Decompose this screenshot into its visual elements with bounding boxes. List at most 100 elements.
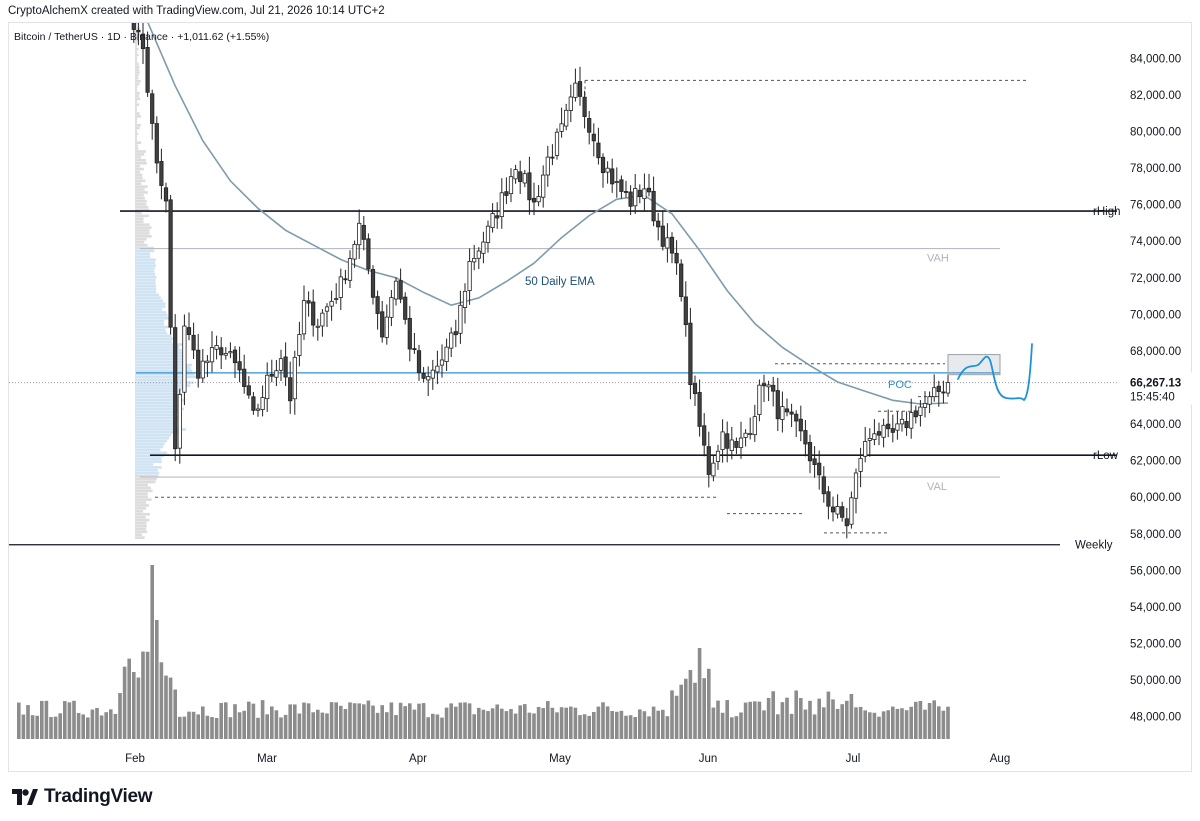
candle-body [628, 191, 633, 207]
candle-body [219, 347, 224, 356]
volume-bar [927, 703, 932, 739]
volume-bar [536, 706, 541, 739]
volume-bar [854, 707, 858, 739]
candle-body [545, 156, 550, 176]
volume-profile-bar [135, 504, 149, 507]
candle-body [807, 442, 813, 462]
volume-profile-bar [135, 188, 145, 191]
candle-body [895, 423, 900, 431]
volume-bar [895, 708, 900, 739]
volume-bar [72, 700, 76, 739]
volume-profile-bar [135, 296, 161, 300]
candle-body [128, 0, 131, 15]
volume-bar [348, 702, 352, 739]
volume-profile-bar [135, 255, 150, 259]
candle-body [449, 332, 454, 349]
candle-body [430, 369, 435, 379]
candle-body [610, 168, 615, 185]
volume-bar [270, 706, 274, 739]
volume-profile-bar [135, 264, 156, 267]
volume-profile-bar [135, 141, 142, 145]
volume-bar [122, 666, 127, 739]
candle-body [692, 383, 698, 395]
candle-body [255, 408, 261, 411]
countdown-label: 15:45:40 [1130, 392, 1175, 404]
volume-profile-bar [135, 439, 167, 443]
volume-profile-bar [135, 354, 183, 358]
candle-body [876, 431, 882, 436]
candle-body [596, 142, 601, 159]
candle-body [173, 327, 178, 450]
ema-label: 50 Daily EMA [525, 276, 595, 288]
candle-body [945, 382, 951, 394]
candle-body [495, 215, 500, 219]
volume-bar [371, 705, 375, 739]
candle-body [637, 189, 642, 197]
volume-profile-bar [135, 150, 147, 153]
candle-body [499, 192, 504, 217]
volume-bar [141, 651, 145, 739]
candle-body [775, 390, 780, 420]
volume-bar [780, 702, 785, 739]
x-axis-month-label: May [549, 753, 571, 765]
volume-bar [444, 707, 449, 739]
volume-bar [923, 709, 927, 739]
volume-bar [914, 701, 918, 739]
volume-profile-bar [135, 433, 172, 437]
volume-profile-bar [135, 469, 158, 472]
y-axis-tick-label: 64,000.00 [1130, 419, 1181, 431]
volume-profile-bar [135, 71, 140, 74]
volume-profile-bar [135, 290, 157, 294]
volume-bar [449, 703, 453, 739]
y-axis-tick-label: 84,000.00 [1130, 53, 1181, 65]
y-axis-tick-label: 68,000.00 [1130, 346, 1181, 358]
candle-body [242, 368, 247, 387]
price-chart[interactable]: 50 Daily EMA VAH POC VAL 84,000.00 82,000.00… [0, 0, 1200, 772]
volume-profile-bar [135, 442, 165, 446]
level-axis-label-rhigh: rHigh [1093, 206, 1120, 218]
candle-body [913, 410, 918, 418]
volume-profile-bar [135, 205, 149, 209]
volume-profile-bar [135, 158, 146, 162]
current-price-badge [1122, 372, 1192, 405]
y-axis-tick-label: 52,000.00 [1130, 638, 1181, 650]
candle-body [370, 269, 376, 298]
candle-body [623, 191, 629, 193]
volume-profile-bar [135, 337, 174, 341]
x-axis-month-label: Mar [257, 753, 277, 765]
volume-bar [716, 700, 720, 739]
volume-bar [242, 710, 246, 739]
volume-profile-bar [135, 77, 139, 80]
volume-profile-bar [135, 16, 140, 19]
volume-bar [385, 712, 389, 739]
level-axis-label-rlow: rLow [1093, 450, 1119, 462]
volume-profile-bar [135, 518, 150, 522]
candle-body [564, 109, 569, 127]
volume-bar [274, 710, 279, 739]
volume-profile-bar [135, 167, 144, 171]
volume-profile-bar [135, 498, 152, 501]
volume-bar [431, 713, 435, 739]
candle-body [191, 334, 196, 351]
candle-body [131, 23, 136, 30]
volume-profile-bar [135, 164, 141, 168]
candle-body [513, 169, 518, 180]
candle-body [541, 174, 546, 198]
volume-bar [909, 706, 913, 739]
candle-body [200, 360, 205, 379]
tradingview-logo[interactable]: TradingView [12, 786, 153, 808]
volume-bar [44, 700, 49, 739]
y-axis-tick-label: 62,000.00 [1130, 456, 1181, 468]
candle-body [702, 425, 707, 446]
volume-bar [334, 702, 338, 739]
volume-profile-bar [135, 41, 137, 45]
volume-profile-bar [135, 33, 140, 36]
candle-body [476, 250, 481, 259]
candle-body [154, 123, 159, 164]
volume-bar [86, 717, 90, 739]
volume-bar [835, 708, 840, 739]
x-axis-month-label: Jul [846, 753, 861, 765]
y-axis-tick-label: 72,000.00 [1130, 273, 1181, 285]
candle-body [361, 224, 366, 240]
volume-profile-bar [135, 232, 150, 235]
